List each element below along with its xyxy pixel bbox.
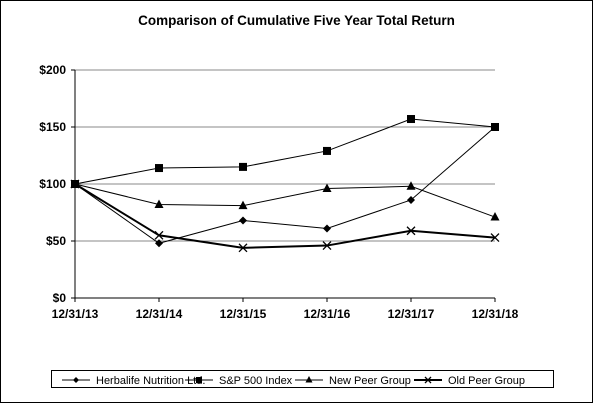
square-marker <box>155 164 163 173</box>
y-tick-label: $0 <box>53 291 67 305</box>
legend-item: New Peer Group <box>295 375 411 387</box>
triangle-marker <box>305 376 313 383</box>
series-line <box>74 126 496 244</box>
legend-items: Herbalife Nutrition Ltd. S&P 500 Index New… <box>62 375 525 387</box>
y-tick-labels: $0 $50 $100 $150 $200 <box>39 63 66 305</box>
x-marker-stroke <box>322 241 332 251</box>
series-line <box>74 118 496 185</box>
diamond-marker <box>73 377 79 383</box>
x-marker <box>154 230 164 240</box>
x-marker-stroke <box>490 233 500 243</box>
y-tick-label: $50 <box>46 234 66 248</box>
x-marker <box>406 226 416 236</box>
legend-label: Old Peer Group <box>448 375 525 387</box>
x-tick-label: 12/31/13 <box>52 307 99 321</box>
x-marker <box>322 241 332 251</box>
legend-item: S&P 500 Index <box>185 375 293 387</box>
legend: Herbalife Nutrition Ltd. S&P 500 Index New… <box>51 370 554 388</box>
series-group <box>70 115 500 253</box>
square-marker <box>323 146 331 155</box>
x-marker <box>424 376 432 384</box>
axes <box>71 69 496 302</box>
legend-label: New Peer Group <box>329 375 411 387</box>
diamond-marker <box>407 195 415 204</box>
triangle-marker <box>154 199 164 209</box>
legend-label: Herbalife Nutrition Ltd. <box>96 375 205 387</box>
series-herbalife-nutrition-ltd <box>71 123 499 248</box>
square-marker <box>239 162 247 171</box>
diamond-marker <box>323 224 331 233</box>
x-marker <box>70 179 80 189</box>
y-tick-label: $200 <box>39 63 66 77</box>
triangle-marker <box>322 183 332 193</box>
x-marker-stroke <box>406 226 416 236</box>
series-old-peer-group <box>70 179 500 253</box>
x-marker-stroke <box>70 179 80 189</box>
x-tick-labels: 12/31/13 12/31/14 12/31/15 12/31/16 12/31/17… <box>52 307 519 321</box>
x-marker-stroke <box>424 376 432 384</box>
diamond-marker <box>239 216 247 225</box>
series-s-p-500-index <box>71 115 499 188</box>
x-marker-stroke <box>154 230 164 240</box>
triangle-marker <box>406 181 416 190</box>
triangle-marker <box>490 212 500 221</box>
series-line <box>74 183 496 249</box>
x-tick-label: 12/31/16 <box>304 307 351 321</box>
y-tick-label: $150 <box>39 120 66 134</box>
x-marker <box>238 243 248 253</box>
x-tick-label: 12/31/18 <box>472 307 519 321</box>
gridlines <box>75 69 495 242</box>
y-tick-label: $100 <box>39 177 66 191</box>
x-marker <box>490 233 500 243</box>
legend-item: Herbalife Nutrition Ltd. <box>62 375 205 387</box>
square-marker <box>196 377 202 383</box>
triangle-marker <box>238 200 248 210</box>
legend-label: S&P 500 Index <box>219 375 293 387</box>
chart-title: Comparison of Cumulative Five Year Total… <box>138 13 455 28</box>
x-tick-label: 12/31/14 <box>136 307 183 321</box>
x-tick-label: 12/31/15 <box>220 307 267 321</box>
x-tick-label: 12/31/17 <box>388 307 435 321</box>
diamond-marker <box>155 239 163 248</box>
legend-item: Old Peer Group <box>414 375 525 387</box>
series-line <box>74 183 496 218</box>
square-marker <box>407 115 415 124</box>
series-new-peer-group <box>70 179 500 221</box>
square-marker <box>491 123 499 131</box>
x-marker-stroke <box>238 243 248 253</box>
